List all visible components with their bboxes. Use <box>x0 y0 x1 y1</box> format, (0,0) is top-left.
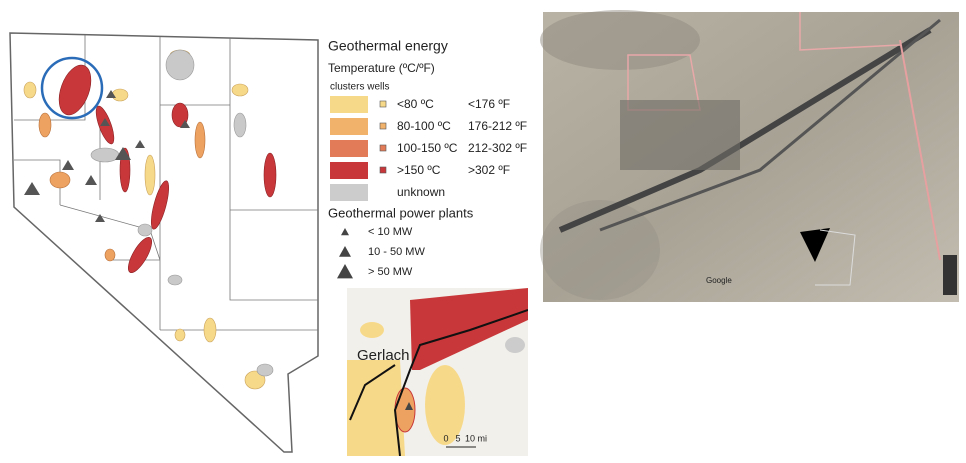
scale-label: 5 <box>455 433 460 443</box>
well-swatch <box>379 100 387 108</box>
scale-label: 0 <box>443 433 448 443</box>
legend-title: Geothermal energy <box>328 38 448 54</box>
plant-symbol <box>341 228 349 236</box>
cluster-swatch <box>330 118 368 135</box>
scale-label: 10 mi <box>465 433 487 443</box>
well-swatch <box>379 166 387 174</box>
power-plants-title: Geothermal power plants <box>328 205 474 220</box>
clusters <box>23 49 277 390</box>
inset-place-label: Gerlach <box>357 347 410 364</box>
celsius-label: <80 ºC <box>397 97 434 111</box>
well-swatch <box>379 144 387 152</box>
fahrenheit-label: <176 ºF <box>468 97 510 111</box>
plant-symbol <box>337 264 353 279</box>
legend-columns-header: clusters wells <box>330 82 389 93</box>
celsius-label: >150 ºC <box>397 163 441 177</box>
cluster-swatch <box>330 96 368 113</box>
legend: Geothermal energy Temperature (ºC/ºF) cl… <box>328 38 527 279</box>
plant-symbol <box>339 246 351 257</box>
unknown-label: unknown <box>397 185 445 199</box>
plant-label: > 50 MW <box>368 266 413 278</box>
satellite-image: Google <box>540 10 959 302</box>
inset-map: Gerlach 0 5 10 mi <box>347 288 528 456</box>
legend-subtitle: Temperature (ºC/ºF) <box>328 61 435 75</box>
cluster-swatch <box>330 140 368 157</box>
fahrenheit-label: 176-212 ºF <box>468 119 527 133</box>
celsius-label: 80-100 ºC <box>397 119 451 133</box>
state-outline <box>9 32 319 453</box>
google-logo: Google <box>706 276 732 285</box>
fahrenheit-label: 212-302 ºF <box>468 141 527 155</box>
well-swatch <box>379 122 387 130</box>
fahrenheit-label: >302 ºF <box>468 163 510 177</box>
plant-label: 10 - 50 MW <box>368 246 425 258</box>
power-plant-markers <box>24 90 190 222</box>
unknown-swatch <box>330 184 368 201</box>
cluster-swatch <box>330 162 368 179</box>
celsius-label: 100-150 ºC <box>397 141 458 155</box>
state-map <box>9 32 319 453</box>
highlight-circle <box>40 56 104 120</box>
plant-label: < 10 MW <box>368 226 413 238</box>
